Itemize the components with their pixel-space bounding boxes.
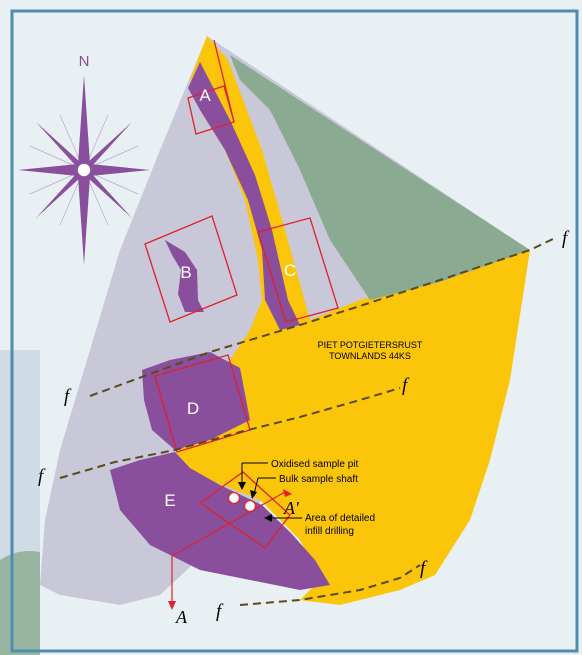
region-label-line2: TOWNLANDS 44KS (329, 351, 411, 361)
block-box-a-extension (213, 39, 235, 123)
fault-label-6: f (216, 601, 224, 622)
region-label-line1: PIET POTGIETERSRUST (318, 340, 423, 350)
leader-infill-arrow-icon (264, 514, 272, 522)
fault-line-2 (59, 387, 401, 479)
inset-green-patch (0, 551, 40, 655)
block-label-d: D (187, 399, 199, 418)
north-label: N (79, 53, 90, 70)
fault-label-1: f (562, 228, 570, 249)
annotation-infill-line1: Area of detailed (305, 513, 375, 524)
infill-box (198, 471, 291, 549)
leader-shaft-arrow-icon (250, 490, 257, 499)
block-label-c: C (284, 261, 296, 280)
annotation-oxidised-pit: Oxidised sample pit (271, 459, 358, 470)
section-line (171, 491, 286, 557)
annotation-infill-line2: infill drilling (305, 526, 354, 537)
leader-pit-arrow-icon (238, 482, 246, 490)
section-label-a: A (175, 607, 188, 627)
block-label-a: A (199, 86, 211, 105)
map-frame (10, 9, 579, 653)
section-arrow-a-prime-icon (283, 489, 292, 497)
block-box-b (144, 215, 238, 323)
green-unit (230, 55, 530, 300)
block-box-c (257, 217, 339, 323)
block-label-e: E (164, 491, 175, 510)
ore-body-e (110, 452, 330, 590)
bulk-shaft-icon (243, 499, 257, 513)
compass-rose-icon (18, 75, 150, 265)
fault-label-4: f (38, 466, 46, 487)
fault-line-3 (239, 564, 421, 606)
section-arrow-a-icon (168, 601, 176, 610)
annotation-bulk-shaft: Bulk sample shaft (279, 474, 358, 485)
ore-body-a-c (188, 62, 300, 330)
oxidised-pit-icon (227, 491, 241, 505)
block-label-b: B (180, 263, 191, 282)
fault-label-5: f (420, 558, 428, 579)
section-label-a-prime: A′ (283, 498, 300, 518)
fault-label-2: f (64, 386, 72, 407)
ore-body-b (165, 240, 204, 312)
fault-label-3: f (402, 375, 410, 396)
